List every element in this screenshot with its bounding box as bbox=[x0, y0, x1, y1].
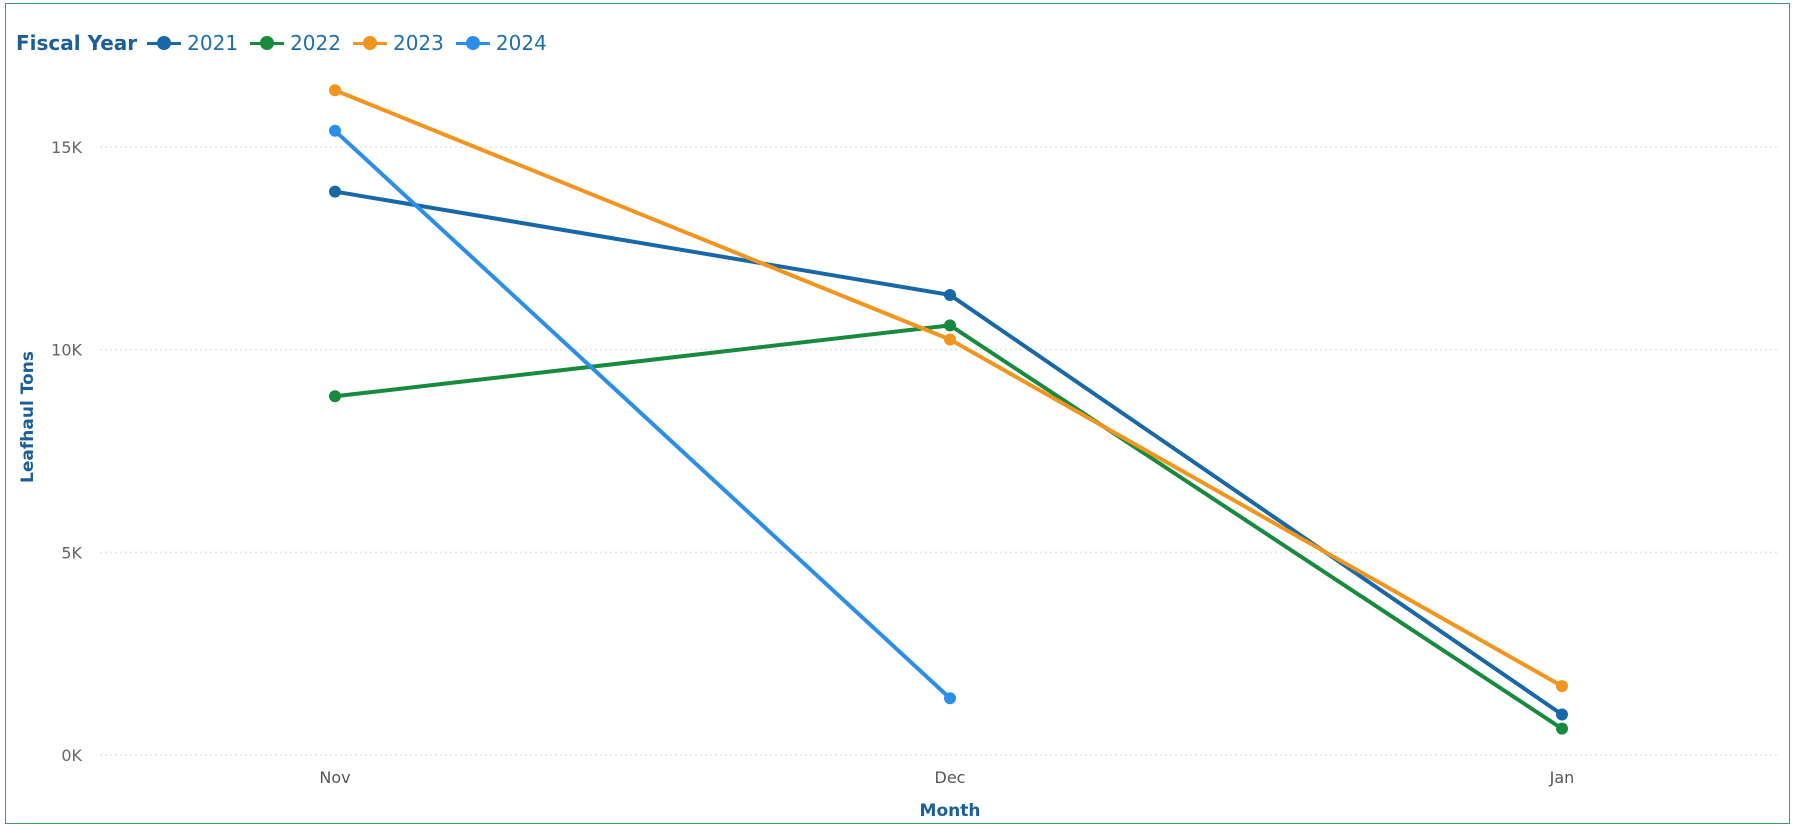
legend-item-2022[interactable]: 2022 bbox=[250, 31, 341, 55]
series-line bbox=[333, 128, 952, 701]
legend-title: Fiscal Year bbox=[16, 31, 138, 55]
series-2023 bbox=[329, 84, 1568, 693]
data-point bbox=[944, 319, 956, 332]
data-point bbox=[1556, 680, 1568, 693]
data-point bbox=[944, 692, 956, 705]
legend-item-2024[interactable]: 2024 bbox=[455, 31, 547, 55]
data-point bbox=[944, 333, 956, 346]
data-point bbox=[1556, 722, 1568, 735]
series-2024 bbox=[329, 124, 956, 705]
y-axis-ticks: 0K 5K 10K 15K bbox=[51, 138, 82, 765]
series-2021 bbox=[329, 185, 1568, 721]
data-point bbox=[1556, 708, 1568, 721]
data-point bbox=[944, 288, 956, 301]
legend-marker-icon bbox=[352, 35, 387, 51]
data-point bbox=[329, 390, 341, 403]
gridlines bbox=[100, 146, 1780, 756]
legend-label: 2021 bbox=[187, 31, 239, 55]
data-point bbox=[329, 84, 341, 97]
y-tick-label: 10K bbox=[51, 341, 82, 360]
x-tick-label: Jan bbox=[1549, 768, 1575, 787]
legend-item-2023[interactable]: 2023 bbox=[352, 31, 444, 55]
x-axis-title: Month bbox=[920, 801, 981, 821]
x-tick-label: Nov bbox=[319, 768, 350, 787]
y-tick-label: 15K bbox=[51, 138, 82, 157]
x-tick-label: Dec bbox=[935, 768, 966, 787]
legend-marker-icon bbox=[250, 35, 285, 51]
legend-label: 2022 bbox=[290, 31, 341, 55]
x-axis-ticks: Nov Dec Jan bbox=[319, 768, 1574, 787]
legend-item-2021[interactable]: 2021 bbox=[147, 31, 238, 55]
data-point bbox=[329, 124, 341, 137]
legend-label: 2024 bbox=[495, 31, 547, 55]
y-tick-label: 0K bbox=[61, 746, 82, 765]
data-point bbox=[329, 185, 341, 198]
y-axis-title: Leafhaul Tons bbox=[18, 351, 38, 483]
y-tick-label: 5K bbox=[61, 543, 82, 562]
series-2022 bbox=[329, 319, 1568, 735]
legend-marker-icon bbox=[455, 35, 490, 51]
legend-marker-icon bbox=[147, 35, 182, 51]
series-line bbox=[333, 189, 1564, 717]
chart-frame bbox=[5, 3, 1790, 824]
series-lines bbox=[329, 84, 1568, 735]
series-line bbox=[333, 323, 1564, 731]
legend-label: 2023 bbox=[392, 31, 444, 55]
chart-legend: Fiscal Year 2021 2022 2023 2024 bbox=[16, 30, 559, 56]
series-line bbox=[333, 88, 1564, 689]
